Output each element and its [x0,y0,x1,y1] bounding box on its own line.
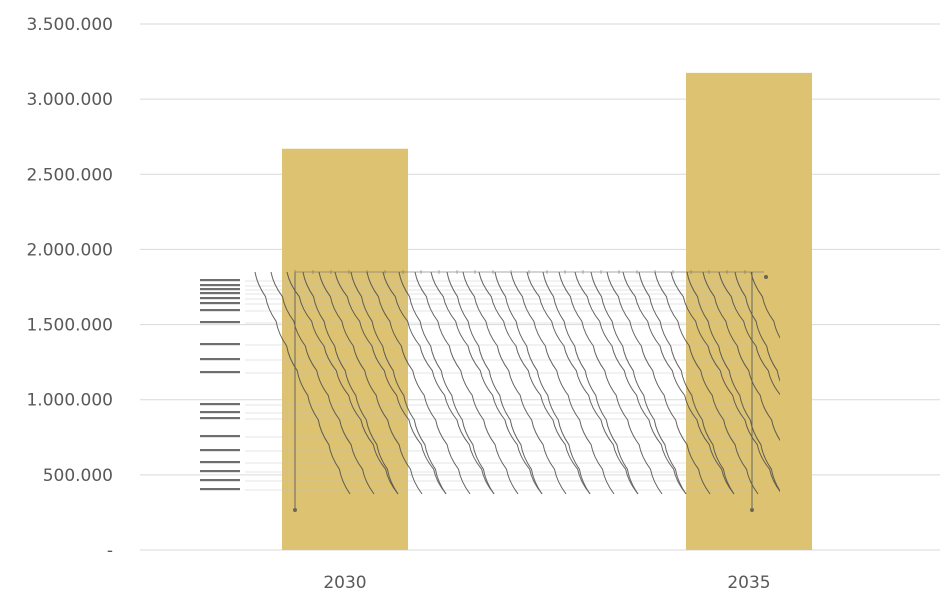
train-path [350,271,447,495]
train-path [638,271,735,495]
station-label-mark [200,358,240,361]
y-tick-label: 1.500.000 [26,316,113,336]
y-tick-label: 3.000.000 [26,90,113,110]
train-path [510,271,615,495]
train-path [398,271,495,495]
train-path [430,271,543,495]
train-path [718,271,780,396]
station-label-mark [200,435,240,438]
station-label-mark [200,288,240,291]
train-path [542,271,639,495]
train-path [382,271,495,495]
x-category-label: 2035 [727,573,770,593]
station-label-mark [200,343,240,346]
station-label-mark [200,411,240,414]
train-path [270,271,375,495]
station-label-mark [200,297,240,300]
train-path [622,271,735,495]
y-tick-label: 500.000 [43,466,113,486]
train-path [574,271,687,495]
y-tick-label: - [107,541,113,561]
train-timetable-overlay [200,270,780,512]
train-path [734,271,780,383]
y-tick-label: 3.500.000 [26,15,113,35]
train-path [670,271,780,493]
bar-2030 [282,148,408,551]
timetable-origin-dot [293,508,297,512]
station-label-mark [200,279,240,282]
train-path [366,271,471,495]
station-label-mark [200,461,240,464]
train-path [318,271,423,495]
train-path [590,271,687,495]
station-label-mark [200,302,240,305]
train-path [526,271,639,495]
y-tick-label: 1.000.000 [26,391,113,411]
train-path [702,271,780,442]
station-label-mark [200,488,240,491]
station-label-mark [200,321,240,324]
train-path [414,271,519,495]
timetable-end-dot [750,508,754,512]
train-path [302,271,399,495]
train-path [750,271,780,339]
train-path [494,271,591,495]
y-tick-label: 2.000.000 [26,240,113,260]
train-path [286,271,399,495]
x-axis-category-labels: 2030 2035 [323,573,770,593]
bar-2035 [686,72,812,550]
station-label-mark [200,470,240,473]
station-label-mark [200,403,240,406]
station-label-mark [200,449,240,452]
train-path [254,271,351,495]
train-path [606,271,711,495]
timetable-corner-dot [764,275,768,279]
station-label-mark [200,284,240,287]
y-tick-label: 2.500.000 [26,165,113,185]
train-path [558,271,663,495]
station-label-mark [200,292,240,295]
gridlines [140,23,940,551]
train-path [478,271,591,495]
station-label-mark [200,309,240,312]
train-path [462,271,567,495]
train-path [654,271,759,495]
y-axis-tick-labels: - 500.000 1.000.000 1.500.000 2.000.000 2.500… [26,15,113,561]
train-path [686,271,780,492]
station-label-mark [200,371,240,374]
bars [282,72,812,551]
station-label-mark [200,479,240,482]
train-path [446,271,543,495]
x-category-label: 2030 [323,573,366,593]
train-path [334,271,447,495]
station-label-mark [200,417,240,420]
